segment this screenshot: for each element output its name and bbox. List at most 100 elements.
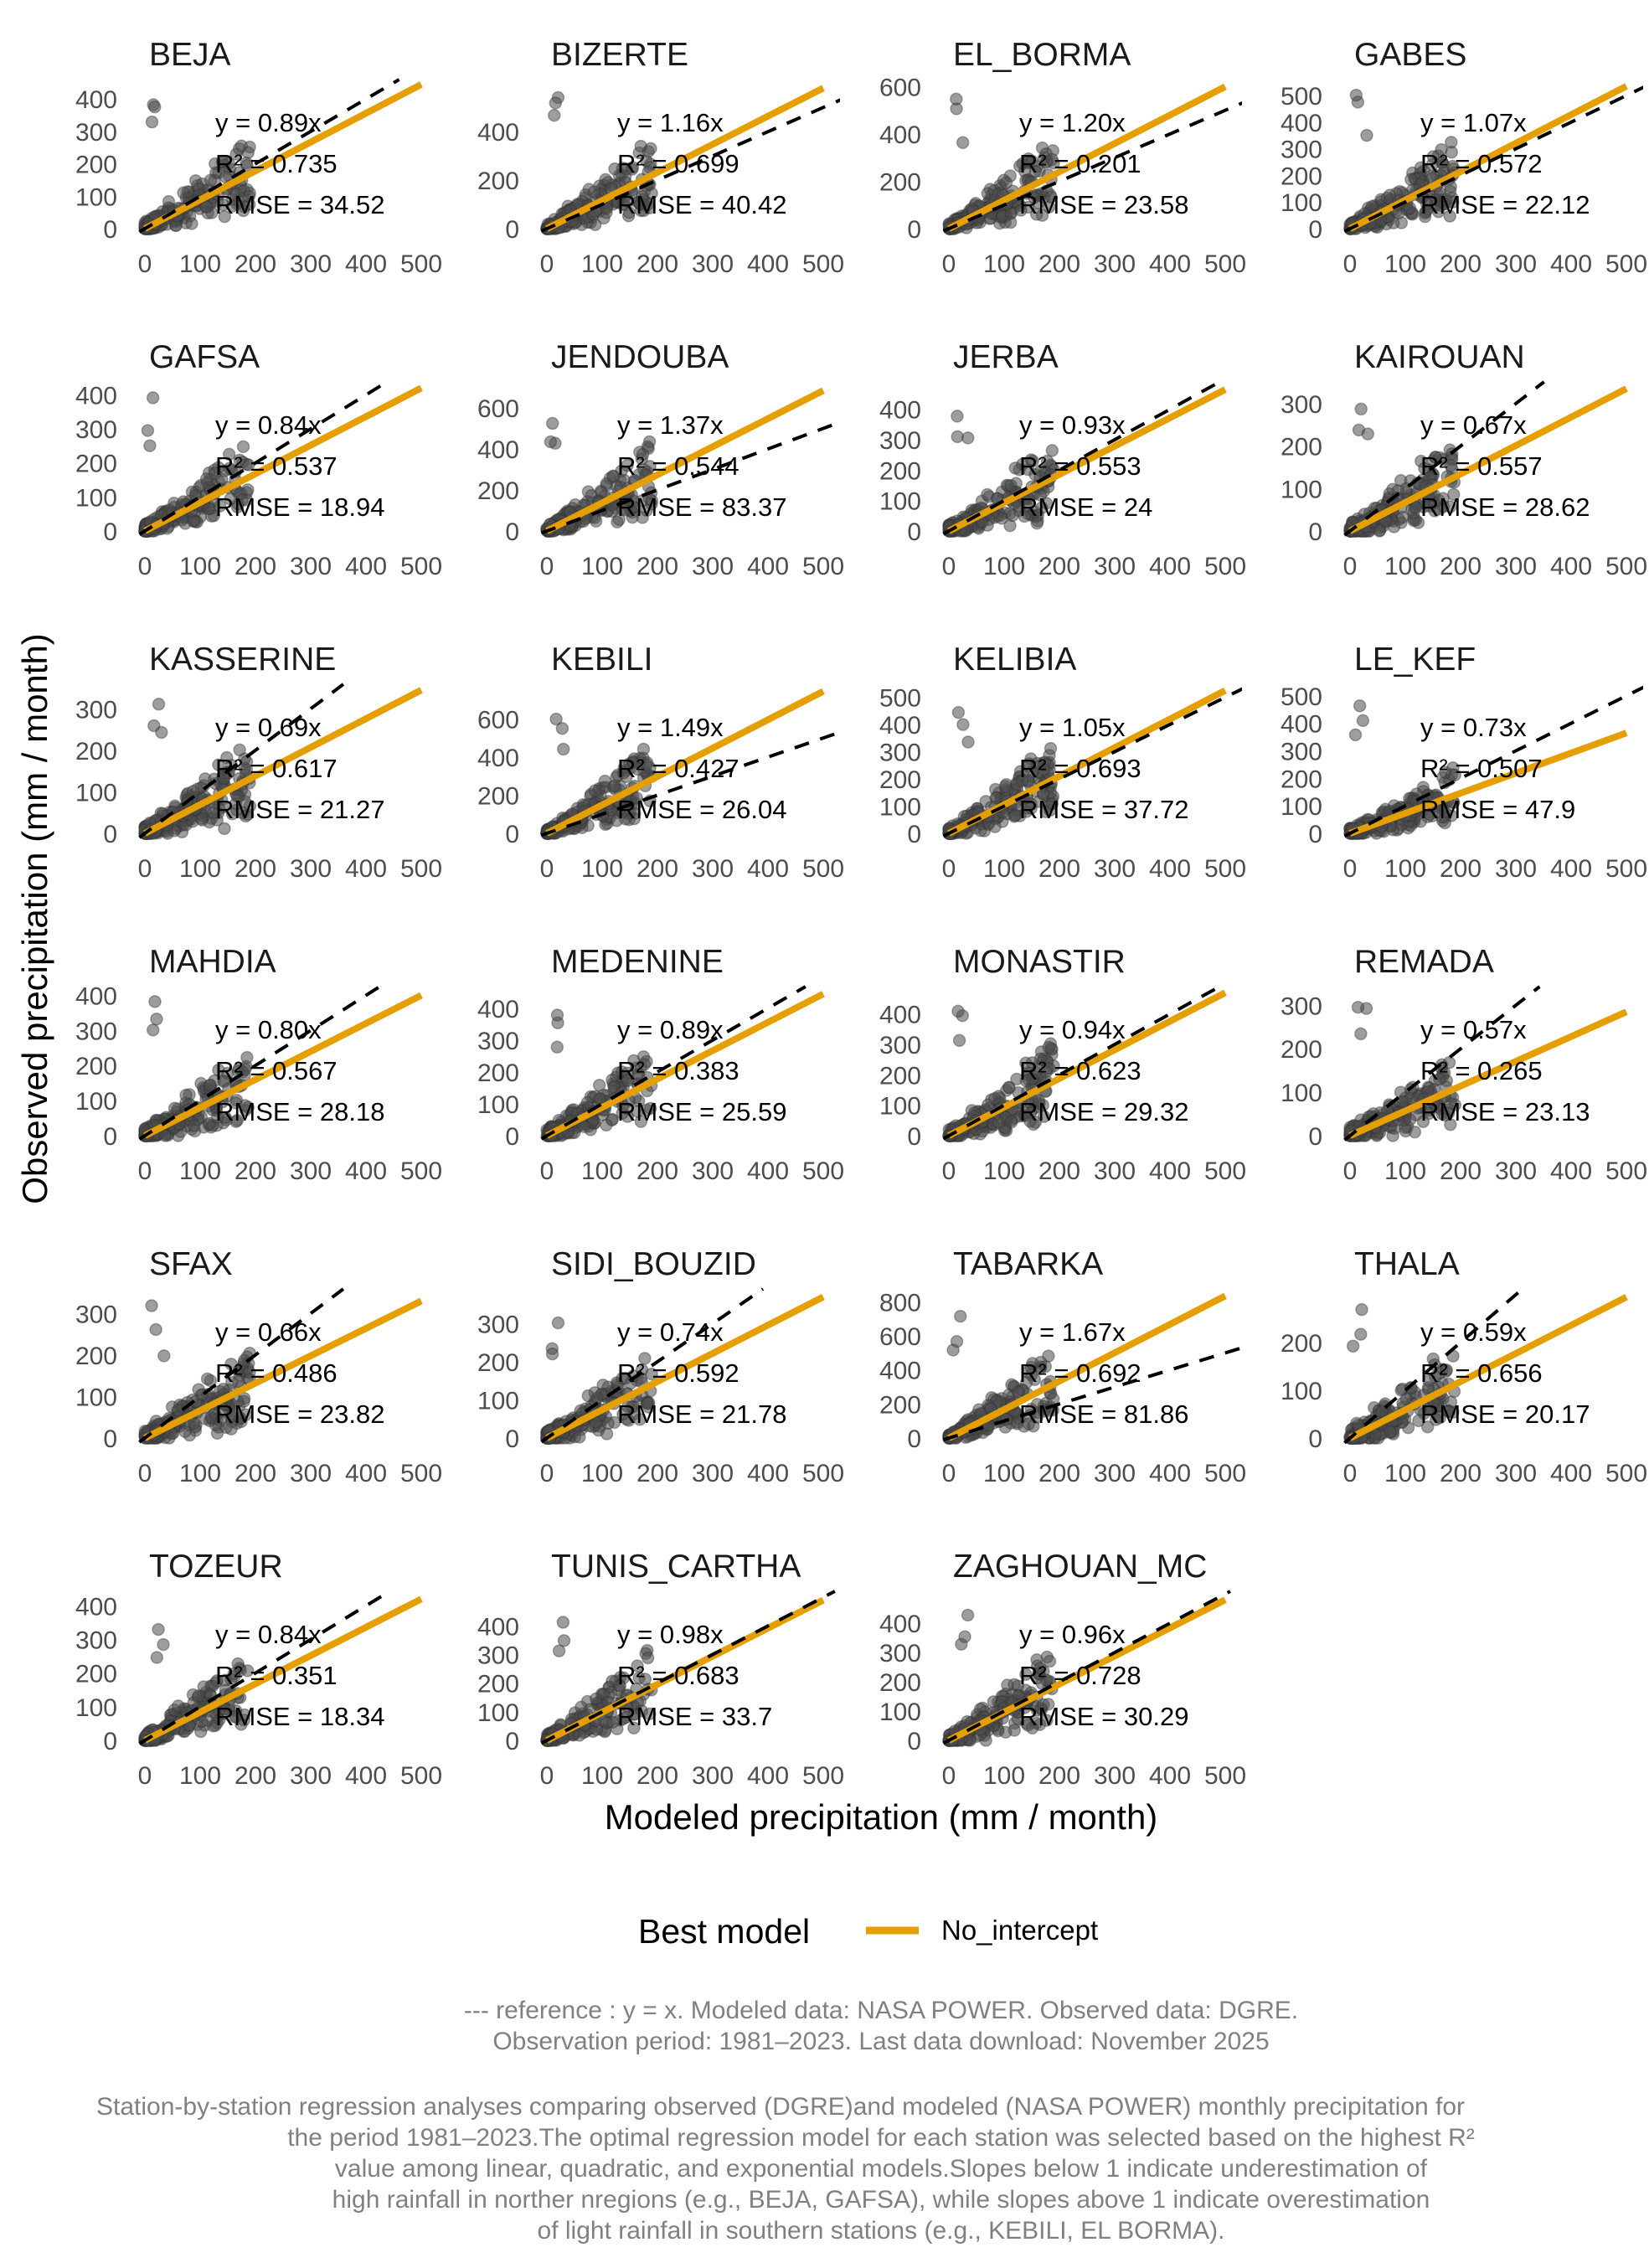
data-point	[1008, 461, 1023, 475]
x-tick-label: 400	[1149, 553, 1191, 580]
panel-lines	[138, 380, 423, 536]
data-point	[147, 1023, 160, 1037]
data-point	[627, 1721, 641, 1735]
data-point	[601, 1416, 615, 1430]
data-point	[557, 742, 570, 756]
y-tick-label: 0	[907, 216, 921, 244]
y-tick-label: 100	[75, 484, 117, 512]
y-tick-label: 100	[75, 183, 117, 211]
y-tick-label: 500	[1281, 83, 1322, 111]
data-point	[988, 820, 1002, 833]
data-point	[225, 199, 240, 213]
x-tick-label: 400	[1550, 855, 1592, 883]
annotation-rmse: RMSE = 22.12	[1420, 190, 1590, 219]
data-point	[149, 1322, 162, 1337]
x-tick-label: 400	[1149, 250, 1191, 278]
reference-line	[942, 1590, 1231, 1745]
y-tick-label: 600	[477, 706, 519, 734]
data-point	[573, 1729, 586, 1742]
data-point	[1446, 487, 1461, 502]
data-point	[145, 115, 159, 129]
data-point	[233, 743, 246, 757]
data-point	[1044, 741, 1058, 755]
y-tick-label: 200	[75, 451, 117, 478]
data-point	[627, 1054, 641, 1068]
y-tick-label: 400	[477, 119, 519, 147]
data-point	[1004, 478, 1018, 492]
data-point	[1348, 728, 1363, 742]
data-point	[616, 1712, 631, 1725]
x-axis-title: Modeled precipitation (mm / month)	[605, 1797, 1158, 1837]
data-point	[961, 1608, 975, 1622]
annotation-r2: R² = 0.572	[1420, 149, 1543, 178]
y-tick-label: 400	[1281, 110, 1322, 137]
data-point	[178, 1425, 192, 1439]
data-point	[1361, 427, 1375, 441]
data-point	[1436, 492, 1450, 505]
y-tick-label: 300	[879, 1032, 921, 1059]
y-tick-label: 500	[879, 685, 921, 713]
data-point	[185, 217, 198, 230]
data-point	[243, 1365, 256, 1379]
legend-title: Best model	[638, 1912, 810, 1951]
x-tick-label: 0	[540, 855, 554, 883]
reference-line	[942, 1346, 1242, 1441]
panel-lines	[540, 1287, 825, 1444]
panel-title: BEJA	[149, 37, 231, 73]
data-point	[999, 1725, 1013, 1739]
x-tick-label: 300	[692, 1460, 734, 1487]
data-point	[195, 812, 209, 825]
x-tick-label: 100	[581, 855, 623, 883]
caption-line: high rainfall in norther nregions (e.g.,…	[332, 2186, 1430, 2214]
data-point	[207, 806, 220, 820]
data-point	[218, 209, 231, 224]
annotation-rmse: RMSE = 20.17	[1420, 1399, 1590, 1429]
x-tick-label: 300	[1094, 553, 1136, 580]
y-tick-label: 0	[1308, 518, 1322, 546]
data-point	[992, 1116, 1006, 1129]
x-tick-label: 100	[179, 1157, 221, 1185]
annotation-rmse: RMSE = 33.7	[617, 1702, 772, 1731]
y-tick-label: 600	[477, 395, 519, 423]
annotation-r2: R² = 0.557	[1420, 451, 1543, 481]
panel-lines	[540, 1590, 836, 1745]
panel-lines	[540, 688, 840, 838]
x-tick-label: 400	[345, 1157, 387, 1185]
data-point	[600, 202, 613, 215]
data-point	[199, 199, 213, 214]
data-point	[956, 136, 970, 149]
panel-title: THALA	[1354, 1246, 1460, 1282]
data-point	[599, 173, 612, 187]
data-point	[606, 470, 621, 483]
data-point	[988, 1091, 1002, 1106]
caption-line: of light rainfall in southern stations (…	[538, 2217, 1225, 2245]
data-point	[236, 440, 250, 454]
data-point	[1006, 508, 1019, 523]
annotation-equation: y = 0.96x	[1019, 1620, 1126, 1649]
y-tick-label: 400	[879, 397, 921, 425]
data-point	[1420, 1420, 1435, 1434]
panel-title: TOZEUR	[149, 1549, 283, 1585]
panel-title: EL_BORMA	[953, 37, 1131, 73]
y-tick-label: 300	[1281, 137, 1322, 164]
y-tick-label: 300	[75, 1018, 117, 1045]
data-point	[167, 1101, 182, 1116]
x-tick-label: 0	[138, 1157, 152, 1185]
panel-title: KAIROUAN	[1354, 339, 1525, 375]
panel-lines	[942, 1590, 1231, 1745]
data-point	[631, 1659, 644, 1673]
data-point	[1018, 509, 1031, 523]
x-tick-label: 400	[1550, 250, 1592, 278]
reference-line	[138, 1590, 391, 1745]
x-tick-label: 200	[1440, 553, 1482, 580]
x-tick-label: 0	[942, 1157, 956, 1185]
x-tick-label: 200	[1038, 1460, 1080, 1487]
x-tick-label: 300	[1495, 553, 1537, 580]
x-tick-label: 200	[636, 1157, 678, 1185]
reference-line	[540, 985, 806, 1141]
annotation-equation: y = 0.98x	[617, 1620, 724, 1649]
